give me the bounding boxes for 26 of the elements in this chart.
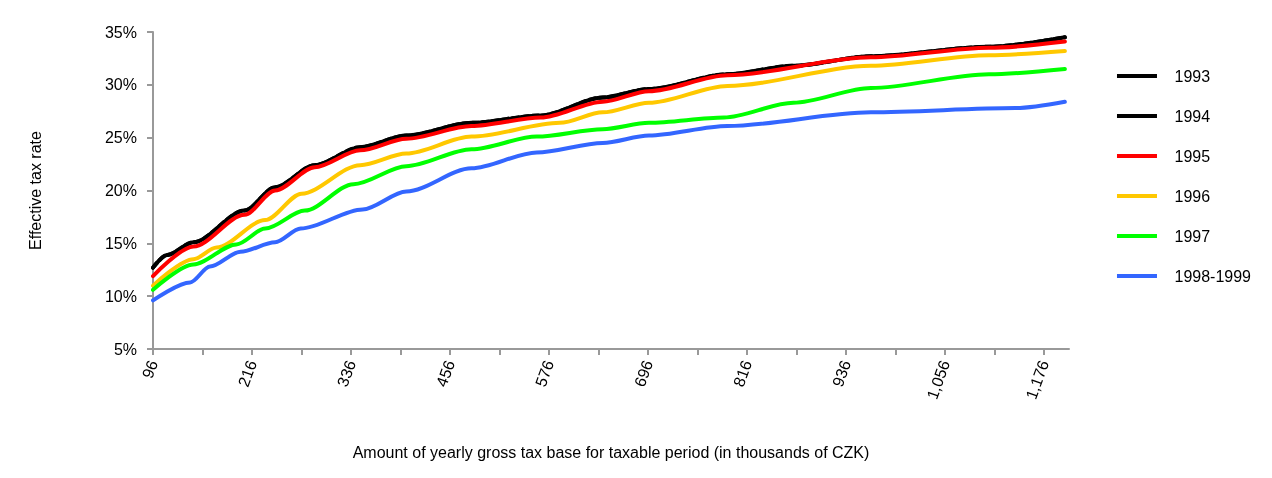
x-tick-label: 576 [531,358,558,389]
y-tick-label: 5% [113,340,137,358]
x-axis-title: Amount of yearly gross tax base for taxable period (in thousands of CZK) [352,443,870,461]
y-tick-label: 15% [104,234,137,252]
legend-label: 1998-1999 [1174,267,1252,285]
y-axis-title: Effective tax rate [26,130,44,250]
y-tick-label: 25% [104,129,137,147]
legend-label: 1996 [1174,187,1211,205]
x-tick-label: 816 [730,358,756,389]
x-tick-label: 336 [333,358,360,389]
y-tick-label: 20% [104,182,137,199]
legend-label: 1993 [1174,67,1211,85]
x-tick-label: 696 [631,358,657,389]
x-tick-label: 456 [432,358,459,389]
line-series [151,99,1067,303]
legend-label: 1995 [1174,147,1211,165]
legend-label: 1997 [1174,227,1211,245]
x-tick-label: 1,176 [1022,358,1053,402]
x-tick-label: 216 [234,358,261,389]
y-tick-label: 10% [104,287,137,305]
x-tick-label: 1,056 [923,358,954,402]
x-tick-label: 936 [829,358,855,389]
y-tick-label: 35% [104,23,137,41]
y-tick-label: 30% [104,76,137,94]
legend-label: 1994 [1174,107,1211,125]
x-tick-label: 96 [138,358,162,381]
